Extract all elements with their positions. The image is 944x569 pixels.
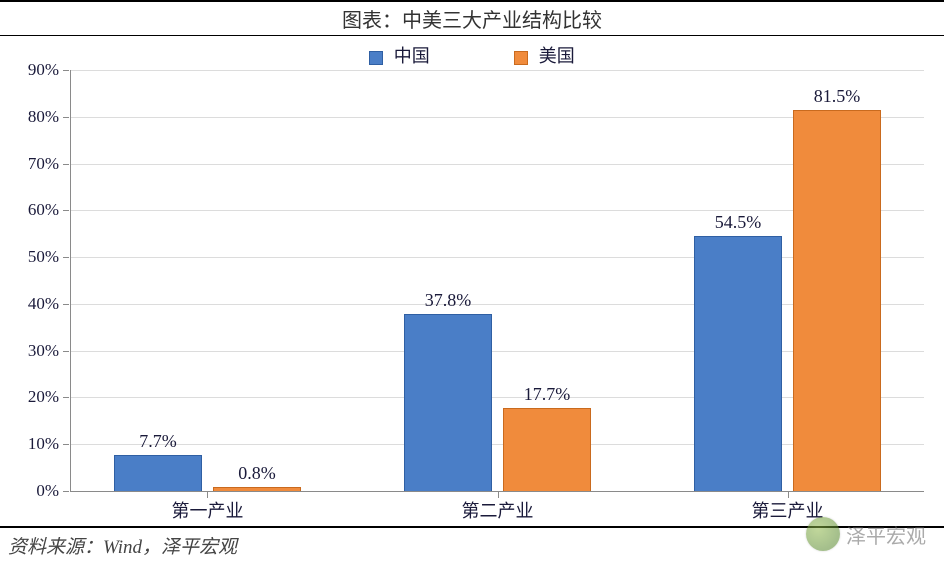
legend-swatch-china [369, 51, 383, 65]
y-axis-label: 20% [28, 387, 59, 407]
chart-container: 图表：中美三大产业结构比较 中国 美国 0%10%20%30%40%50%60%… [0, 0, 944, 569]
legend-item-china: 中国 [369, 42, 430, 68]
y-axis-label: 10% [28, 434, 59, 454]
legend-item-us: 美国 [514, 42, 575, 68]
bar-value-label: 7.7% [139, 431, 177, 452]
bar-value-label: 81.5% [814, 86, 861, 107]
legend-label: 美国 [539, 46, 575, 66]
chart-title: 图表：中美三大产业结构比较 [0, 0, 944, 36]
y-axis-label: 80% [28, 107, 59, 127]
legend-swatch-us [514, 51, 528, 65]
legend-label: 中国 [394, 46, 430, 66]
y-tick [63, 117, 69, 118]
bar: 37.8% [404, 314, 493, 491]
bar: 7.7% [114, 455, 203, 491]
y-axis-label: 40% [28, 294, 59, 314]
bar: 54.5% [694, 236, 783, 491]
bar-value-label: 17.7% [524, 384, 571, 405]
y-tick [63, 210, 69, 211]
watermark: 泽平宏观 [806, 517, 926, 551]
y-tick [63, 397, 69, 398]
y-tick [63, 70, 69, 71]
bar-value-label: 37.8% [425, 290, 472, 311]
y-axis-label: 70% [28, 154, 59, 174]
footer-source: 资料来源：Wind，泽平宏观 [0, 528, 944, 559]
watermark-text: 泽平宏观 [846, 520, 926, 549]
y-tick [63, 164, 69, 165]
plot-area: 0%10%20%30%40%50%60%70%80%90%第一产业7.7%0.8… [70, 70, 924, 492]
y-axis-label: 50% [28, 247, 59, 267]
y-tick [63, 351, 69, 352]
y-tick [63, 491, 69, 492]
chart-area: 中国 美国 0%10%20%30%40%50%60%70%80%90%第一产业7… [0, 36, 944, 526]
gridline [71, 70, 924, 71]
x-axis-label: 第一产业 [171, 497, 243, 523]
bar-value-label: 54.5% [715, 212, 762, 233]
y-tick [63, 257, 69, 258]
y-tick [63, 444, 69, 445]
bar: 0.8% [213, 487, 302, 491]
legend: 中国 美国 [0, 42, 944, 68]
watermark-logo-icon [806, 517, 840, 551]
x-axis-label: 第二产业 [462, 497, 534, 523]
y-axis-label: 0% [36, 481, 59, 501]
y-tick [63, 304, 69, 305]
y-axis-label: 60% [28, 200, 59, 220]
bar-value-label: 0.8% [238, 463, 276, 484]
y-axis-label: 30% [28, 341, 59, 361]
bar: 17.7% [503, 408, 592, 491]
bar: 81.5% [793, 110, 882, 491]
y-axis-label: 90% [28, 60, 59, 80]
